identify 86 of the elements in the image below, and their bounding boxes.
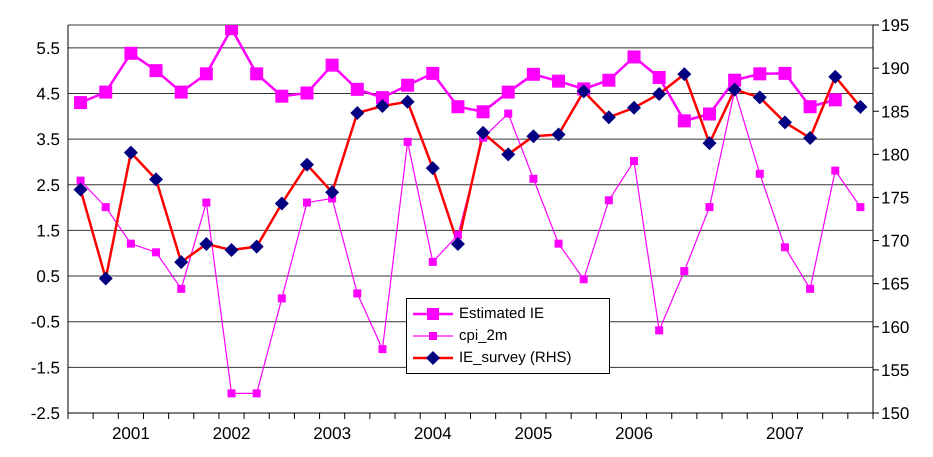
y2-tick-label: 160 xyxy=(881,318,910,337)
point xyxy=(680,267,688,276)
legend-label: IE_survey (RHS) xyxy=(459,348,572,368)
point xyxy=(401,78,414,92)
point xyxy=(74,96,88,110)
point xyxy=(526,68,540,81)
point xyxy=(804,100,817,114)
point xyxy=(828,93,842,106)
point xyxy=(580,275,588,284)
point xyxy=(705,203,714,212)
point xyxy=(350,82,364,96)
y2-tick-label: 175 xyxy=(881,188,910,208)
point xyxy=(174,86,188,99)
point xyxy=(404,138,412,146)
point xyxy=(655,326,664,334)
y2-tick-label: 185 xyxy=(881,102,910,122)
point xyxy=(378,345,386,354)
point xyxy=(353,289,362,298)
point xyxy=(652,70,666,84)
y2-tick-label: 170 xyxy=(881,232,910,251)
point xyxy=(604,196,613,204)
y-tick-label: -2.5 xyxy=(30,404,60,424)
y-tick-label: -1.5 xyxy=(30,358,60,378)
point xyxy=(250,67,264,80)
legend-label: cpi_2m xyxy=(459,326,508,346)
x-tick-label: 2006 xyxy=(615,424,653,443)
point xyxy=(454,230,462,239)
point xyxy=(202,198,210,207)
point xyxy=(756,170,764,178)
x-tick-label: 2001 xyxy=(112,424,150,443)
y-tick-label: 5.5 xyxy=(36,38,60,58)
point xyxy=(150,64,163,78)
point xyxy=(102,203,110,212)
point xyxy=(780,243,789,252)
y2-tick-label: 155 xyxy=(881,360,910,380)
point xyxy=(806,284,814,293)
y2-tick-label: 195 xyxy=(881,16,910,36)
point xyxy=(200,67,213,80)
point xyxy=(628,50,641,64)
y-tick-label: 3.5 xyxy=(36,130,60,150)
y-tick-label: -0.5 xyxy=(30,312,60,332)
point xyxy=(728,74,742,87)
point xyxy=(678,114,691,128)
y-tick-label: 2.5 xyxy=(36,176,60,195)
point xyxy=(502,86,515,99)
point xyxy=(630,157,638,166)
point xyxy=(152,248,160,256)
point xyxy=(76,176,85,185)
x-tick-label: 2003 xyxy=(313,424,352,443)
point xyxy=(326,58,339,72)
point xyxy=(275,90,288,103)
y2-tick-label: 180 xyxy=(881,145,910,164)
point xyxy=(702,108,716,121)
y-tick-label: 1.5 xyxy=(36,221,60,240)
point xyxy=(552,74,566,88)
point xyxy=(300,86,314,100)
point xyxy=(228,389,236,398)
point xyxy=(504,110,512,118)
y2-tick-label: 190 xyxy=(881,59,910,78)
point xyxy=(278,294,286,302)
point xyxy=(99,86,112,99)
point xyxy=(476,105,490,118)
point xyxy=(124,46,138,60)
point xyxy=(252,389,261,398)
point xyxy=(831,166,840,175)
point xyxy=(529,174,538,183)
legend-label: Estimated IE xyxy=(459,304,544,324)
y-tick-label: 0.5 xyxy=(36,267,60,286)
point xyxy=(426,66,440,80)
point xyxy=(126,240,135,248)
y-tick-label: 4.5 xyxy=(36,84,60,104)
x-tick-label: 2002 xyxy=(212,424,250,443)
x-tick-label: 2004 xyxy=(414,424,452,443)
x-tick-label: 2005 xyxy=(514,424,552,443)
point xyxy=(753,67,766,80)
y2-tick-label: 150 xyxy=(881,404,910,424)
point xyxy=(177,284,186,293)
x-tick-label: 2007 xyxy=(766,424,804,443)
point xyxy=(778,66,792,80)
point xyxy=(451,100,464,114)
y2-tick-label: 165 xyxy=(881,274,910,294)
point xyxy=(428,258,437,266)
point xyxy=(602,74,616,87)
point xyxy=(554,240,563,248)
point xyxy=(302,198,311,207)
point xyxy=(856,203,864,212)
